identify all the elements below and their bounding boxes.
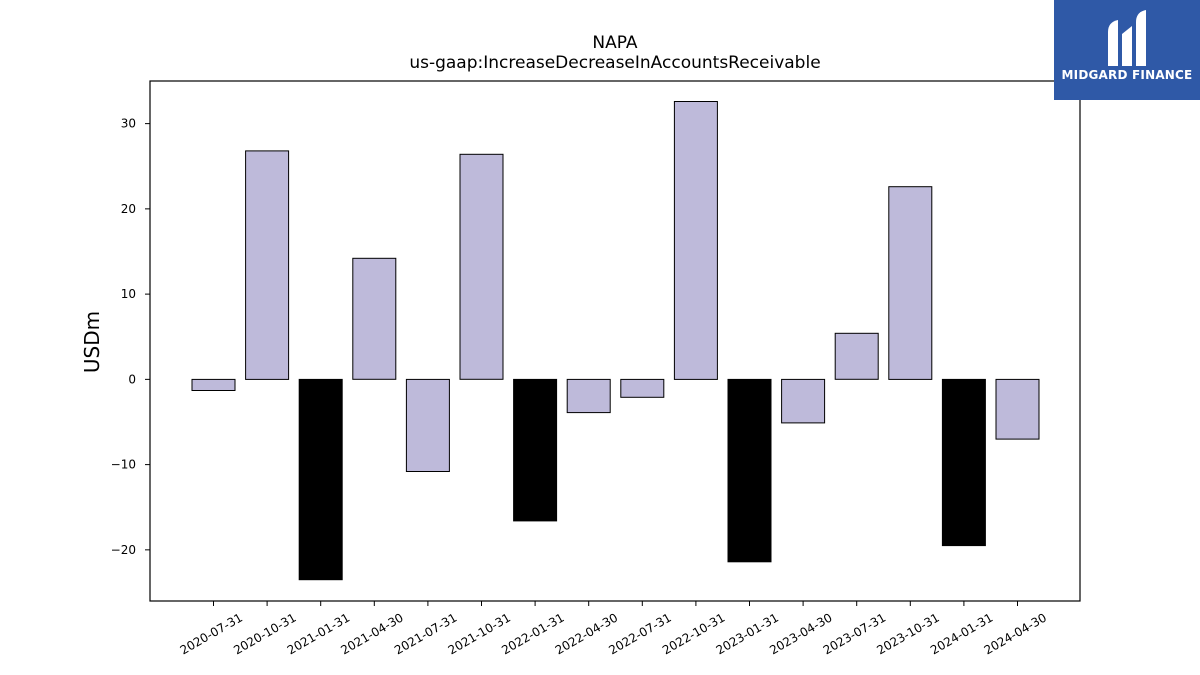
bar-2023-10-31 [888,186,933,380]
y-tick-label: 10 [121,287,136,301]
plot-frame [149,80,1081,602]
bars [191,101,1040,581]
y-tick-label: 30 [121,117,136,131]
y-tick-label: 20 [121,202,136,216]
bar-2024-04-30 [995,378,1040,440]
midgard-logo-icon [1108,10,1146,66]
bar-2021-04-30 [352,257,397,380]
bar-2022-04-30 [566,378,611,414]
bar-2022-10-31 [673,101,718,380]
x-axis: 2020-07-312020-10-312021-01-312021-04-30… [178,601,1049,657]
bar-2023-07-31 [834,332,879,380]
chart-title: NAPA [592,33,638,53]
bar-2020-07-31 [191,378,236,391]
bar-2021-07-31 [405,378,450,472]
bar-2024-01-31 [941,378,986,547]
y-axis: −20 −10 0 10 20 30 [111,117,150,557]
y-tick-label: −10 [111,458,136,472]
y-tick-label: 0 [128,372,136,386]
bar-2021-01-31 [298,378,343,581]
y-tick-label: −20 [111,543,136,557]
bar-2023-04-30 [781,378,826,424]
bar-2020-10-31 [245,150,290,380]
logo-text: MIDGARD FINANCE [1061,68,1193,82]
bar-2021-10-31 [459,153,504,380]
chart-subtitle: us-gaap:IncreaseDecreaseInAccountsReceiv… [409,53,820,73]
brand-logo: MIDGARD FINANCE [1054,0,1200,100]
bar-2022-07-31 [620,378,665,398]
bar-2022-01-31 [513,378,558,522]
bar-2023-01-31 [727,378,772,563]
y-axis-label: USDm [80,311,104,373]
